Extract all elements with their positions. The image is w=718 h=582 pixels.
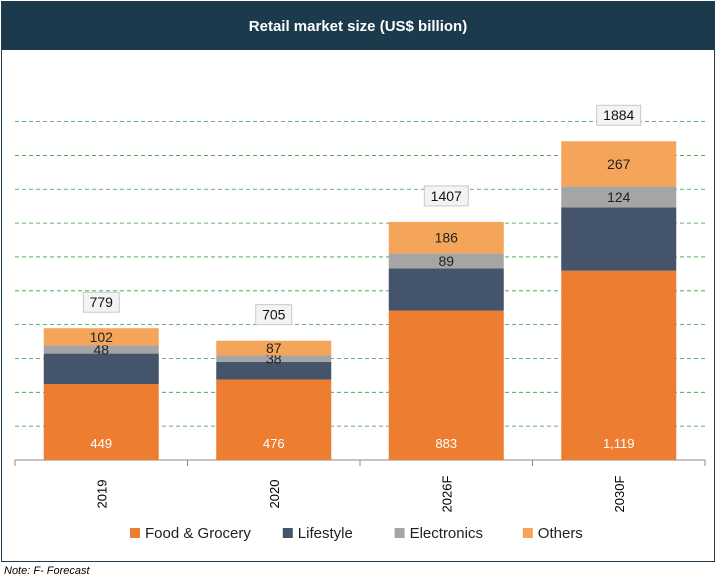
total-label-box [255,304,293,326]
total-label-box [596,104,642,126]
legend-label: Electronics [410,525,483,542]
bar-food-grocery-2030f [561,270,677,460]
data-label-others: 102 [90,329,114,345]
chart-title-bar: Retail market size (US$ billion) [2,2,714,50]
chart-canvas: 4494810277920194763887705202088389186140… [14,104,706,542]
x-tick-label: 2026F [439,476,454,513]
data-label-others: 87 [266,340,282,356]
bar-electronics-2026f [388,253,504,269]
data-label-others: 267 [607,156,631,172]
bar-lifestyle-2019 [43,353,159,385]
x-tick-label: 2019 [94,480,109,509]
bar-food-grocery-2020 [216,379,332,460]
bar-lifestyle-2030f [561,207,677,271]
legend-label: Others [538,525,583,542]
bar-electronics-2020 [216,355,332,362]
legend-label: Lifestyle [298,525,353,542]
legend-swatch [282,528,293,538]
bar-lifestyle-2026f [388,268,504,311]
bar-others-2019 [43,328,159,346]
legend-swatch [394,528,405,538]
data-label-electronics: 48 [93,342,109,358]
chart-title: Retail market size (US$ billion) [248,17,468,35]
total-label: 1407 [431,188,462,204]
data-label-electronics: 124 [607,189,631,205]
data-label-food-grocery: 883 [435,436,457,451]
total-label-box [423,185,469,207]
bar-electronics-2019 [43,345,159,354]
total-label: 1884 [603,107,634,123]
total-label-box [82,291,120,313]
legend-swatch [130,528,140,538]
bar-lifestyle-2020 [216,361,332,380]
bar-others-2020 [216,340,332,356]
bar-others-2030f [561,141,677,187]
x-tick-label: 2020 [267,480,282,509]
bar-others-2026f [388,221,504,254]
legend-label: Food & Grocery [145,525,251,542]
legend-swatch [522,528,533,538]
x-tick-label: 2030F [612,476,627,513]
data-label-food-grocery: 449 [90,436,112,451]
bar-electronics-2030f [561,186,677,208]
data-label-food-grocery: 1,119 [603,436,635,451]
bar-food-grocery-2026f [388,310,504,460]
total-label: 779 [90,294,114,310]
bar-food-grocery-2019 [43,384,159,460]
data-label-food-grocery: 476 [263,436,285,451]
total-label: 705 [262,307,286,323]
data-label-electronics: 89 [438,253,454,269]
forecast-note: Note: F- Forecast [4,565,90,577]
data-label-others: 186 [435,230,459,246]
